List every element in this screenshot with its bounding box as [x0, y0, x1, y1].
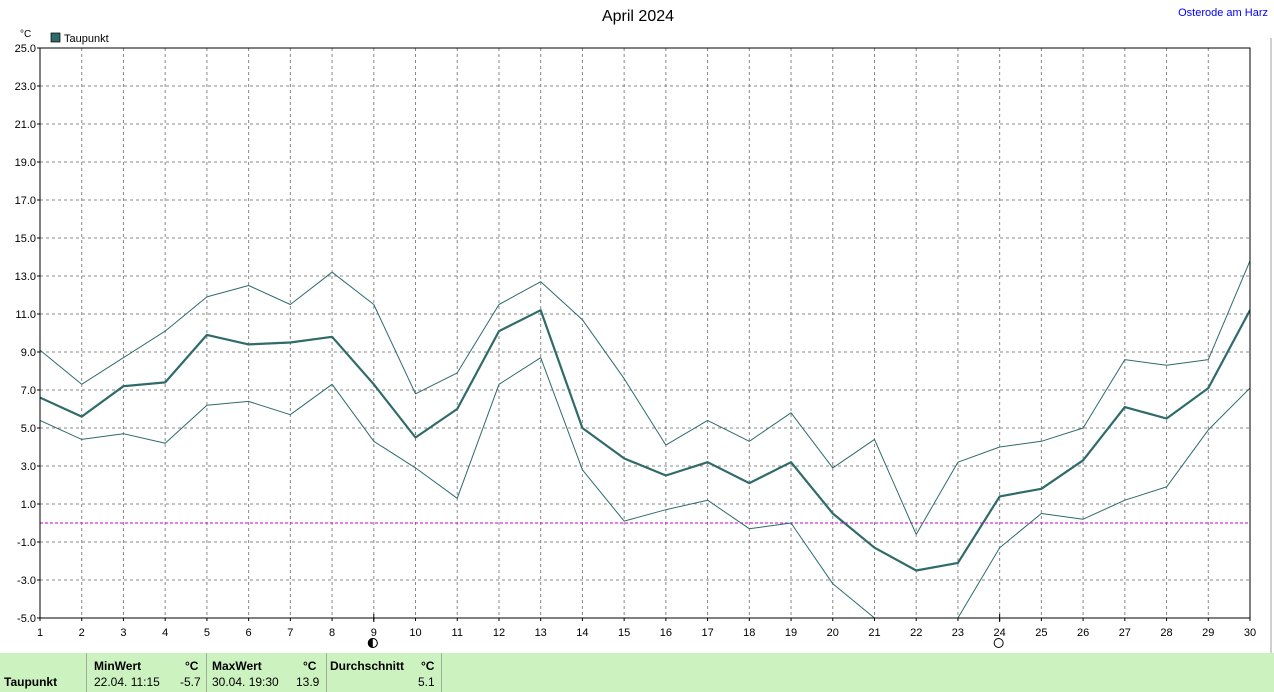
x-tick-label: 29 — [1202, 627, 1214, 639]
max-date: 30.04. 19:30 — [212, 675, 279, 689]
moon-outline — [367, 638, 378, 648]
x-tick-label: 11 — [452, 627, 463, 639]
x-tick-label: 15 — [618, 627, 630, 639]
y-tick-label: -1.0 — [17, 537, 36, 549]
avg-label: Durchschnitt — [330, 659, 405, 673]
x-tick-label: 6 — [246, 627, 252, 639]
x-tick-label: 22 — [910, 627, 922, 639]
y-tick-label: 9.0 — [21, 347, 36, 359]
x-tick-label: 4 — [162, 627, 168, 639]
min-unit: °C — [185, 659, 199, 673]
x-tick-label: 13 — [535, 627, 547, 639]
stats-divider — [206, 653, 207, 692]
legend-label: Taupunkt — [64, 33, 109, 45]
legend-swatch — [50, 32, 61, 43]
x-tick-label: 12 — [493, 627, 505, 639]
x-tick-label: 25 — [1035, 627, 1047, 639]
x-tick-label: 26 — [1077, 627, 1089, 639]
y-axis: 25.0 23.0 21.0 19.0 17.0 15.0 13.0 11.0 9.0 7.0 5.… — [15, 43, 40, 625]
x-tick-label: 30 — [1244, 627, 1256, 639]
x-tick-label: 8 — [329, 627, 335, 639]
y-tick-label: 7.0 — [21, 385, 36, 397]
location-link[interactable]: Osterode am Harz — [1178, 7, 1268, 19]
y-tick-label: -3.0 — [17, 575, 36, 587]
stats-divider — [86, 653, 87, 692]
x-tick-label: 2 — [79, 627, 85, 639]
y-tick-label: 3.0 — [21, 461, 36, 473]
min-label: MinWert — [94, 659, 142, 673]
chart-area: April 2024 Osterode am Harz °C Taupunkt … — [15, 7, 1272, 653]
x-tick-label: 17 — [701, 627, 713, 639]
max-unit: °C — [303, 659, 317, 673]
grid — [39, 47, 1251, 619]
y-tick-label: 11.0 — [15, 309, 36, 321]
stats-row-label: Taupunkt — [4, 675, 58, 689]
x-tick-label: 24 — [994, 627, 1006, 639]
y-tick-label: 13.0 — [15, 271, 36, 283]
plot-background — [40, 48, 1250, 618]
y-unit-label: °C — [20, 29, 31, 40]
max-label: MaxWert — [212, 659, 262, 673]
series-line-min — [40, 357, 1250, 618]
full-moon-icon — [993, 638, 1004, 648]
series-line-max — [40, 260, 1250, 535]
stats-divider — [441, 653, 442, 692]
y-tick-label: 15.0 — [15, 233, 36, 245]
series-group — [39, 47, 1251, 619]
x-tick-label: 21 — [868, 627, 880, 639]
x-axis: 1 2 3 4 5 6 7 8 9 10 11 12 13 14 15 16 17 18 19 20 21 22 23 24 2… — [37, 618, 1256, 639]
series-line-mean — [40, 309, 1250, 572]
x-tick-label: 1 — [37, 627, 43, 639]
x-tick-label: 18 — [743, 627, 755, 639]
y-tick-label: 21.0 — [15, 119, 36, 131]
avg-unit: °C — [421, 659, 435, 673]
x-tick-label: 7 — [287, 627, 293, 639]
chart-title: April 2024 — [602, 8, 674, 25]
y-tick-label: 23.0 — [15, 81, 36, 93]
x-tick-label: 3 — [120, 627, 126, 639]
plot-frame — [39, 47, 1251, 619]
y-tick-label: 1.0 — [21, 499, 36, 511]
y-tick-label: 17.0 — [15, 195, 36, 207]
min-value: -5.7 — [180, 675, 201, 689]
x-tick-label: 19 — [785, 627, 797, 639]
y-tick-label: -5.0 — [17, 613, 36, 625]
y-tick-label: 5.0 — [21, 423, 36, 435]
stats-bar: Taupunkt MinWert °C 22.04. 11:15 -5.7 Ma… — [0, 653, 1274, 692]
moon-highlight — [372, 638, 378, 648]
max-value: 13.9 — [296, 675, 320, 689]
x-tick-label: 14 — [576, 627, 588, 639]
x-tick-label: 23 — [952, 627, 964, 639]
x-tick-label: 28 — [1160, 627, 1172, 639]
y-tick-label: 25.0 — [15, 43, 36, 55]
min-date: 22.04. 11:15 — [94, 675, 160, 689]
x-tick-label: 10 — [409, 627, 421, 639]
avg-value: 5.1 — [418, 675, 435, 689]
x-tick-label: 27 — [1119, 627, 1131, 639]
y-tick-label: 19.0 — [15, 157, 36, 169]
moon-phases — [367, 614, 1004, 648]
stats-divider — [326, 653, 327, 692]
x-tick-label: 20 — [827, 627, 839, 639]
x-tick-label: 5 — [204, 627, 210, 639]
x-tick-label: 16 — [660, 627, 672, 639]
x-tick-label: 9 — [371, 627, 377, 639]
